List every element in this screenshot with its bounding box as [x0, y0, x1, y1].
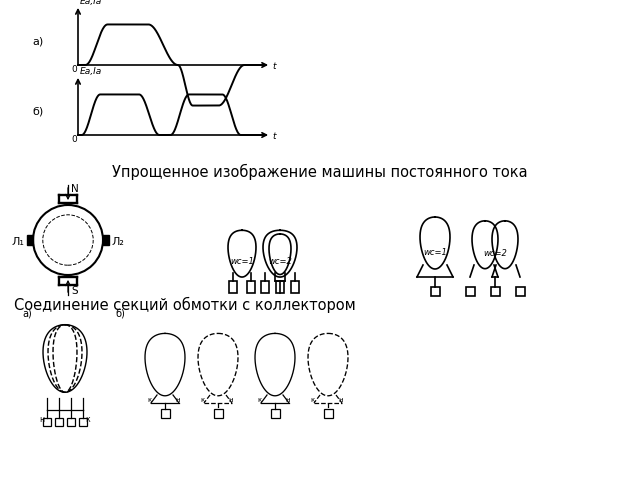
Text: 0: 0 — [71, 65, 77, 74]
Text: Л₁: Л₁ — [11, 237, 24, 247]
Bar — [161, 409, 170, 418]
Text: wс=1: wс=1 — [230, 257, 254, 266]
Text: б): б) — [115, 308, 125, 318]
Text: Упрощенное изображение машины постоянного тока: Упрощенное изображение машины постоянног… — [112, 164, 528, 180]
Text: к: к — [310, 397, 314, 403]
Bar — [229, 281, 237, 293]
Text: б): б) — [32, 106, 44, 116]
Bar — [516, 287, 525, 296]
Bar — [27, 235, 33, 245]
Text: t: t — [272, 62, 275, 71]
Text: t: t — [272, 132, 275, 141]
Text: к: к — [147, 397, 151, 403]
Bar — [323, 409, 333, 418]
Bar — [67, 418, 75, 426]
Bar — [276, 281, 284, 293]
Bar — [103, 235, 109, 245]
Text: н: н — [338, 397, 342, 403]
Text: Соединение секций обмотки с коллектором: Соединение секций обмотки с коллектором — [14, 297, 356, 313]
Bar — [291, 281, 299, 293]
Bar — [247, 281, 255, 293]
Bar — [271, 409, 280, 418]
Text: wс=2: wс=2 — [268, 257, 292, 266]
Bar — [43, 418, 51, 426]
Bar — [431, 287, 440, 296]
Text: Eа,Iа: Eа,Iа — [80, 0, 102, 6]
Text: wс=1: wс=1 — [423, 248, 447, 257]
Bar — [261, 281, 269, 293]
Text: н: н — [285, 397, 289, 403]
Text: а): а) — [32, 36, 44, 46]
Text: н: н — [175, 397, 179, 403]
Text: Eа,Iа: Eа,Iа — [80, 67, 102, 76]
Text: Л₂: Л₂ — [111, 237, 124, 247]
Bar — [214, 409, 223, 418]
Bar — [79, 418, 87, 426]
Bar — [490, 287, 499, 296]
Text: S: S — [71, 286, 77, 296]
Text: а): а) — [22, 308, 32, 318]
Text: к: к — [85, 415, 90, 424]
Text: к: к — [257, 397, 261, 403]
Bar — [466, 287, 475, 296]
Text: к: к — [200, 397, 204, 403]
Text: 0: 0 — [71, 135, 77, 144]
Text: н: н — [39, 415, 44, 424]
Text: н: н — [228, 397, 232, 403]
Text: wс=2: wс=2 — [483, 249, 507, 258]
Text: N: N — [71, 184, 79, 194]
Bar — [55, 418, 63, 426]
